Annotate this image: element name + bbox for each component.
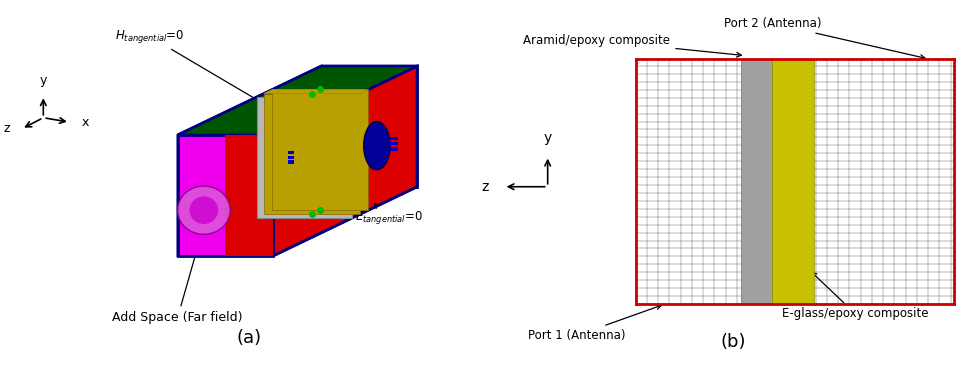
Polygon shape [256,97,352,218]
Bar [772,59,813,304]
Polygon shape [320,66,416,187]
Bar [287,151,294,154]
Polygon shape [273,90,368,210]
Bar [740,59,772,304]
Polygon shape [178,187,416,256]
Polygon shape [264,90,368,94]
Text: $E_{tangential}$=0: $E_{tangential}$=0 [355,203,422,226]
Text: y: y [543,131,551,145]
Text: (a): (a) [236,329,262,347]
Text: Add Space (Far field): Add Space (Far field) [112,240,242,324]
Polygon shape [225,135,274,256]
Polygon shape [178,66,416,135]
Text: z: z [481,180,488,194]
Bar [390,137,398,140]
Text: Aramid/epoxy composite: Aramid/epoxy composite [523,34,741,57]
Text: x: x [82,116,89,129]
Text: (b): (b) [720,333,745,350]
Bar [635,59,953,304]
Polygon shape [178,135,274,256]
Ellipse shape [363,121,390,170]
Text: $H_{tangential}$=0: $H_{tangential}$=0 [115,28,272,109]
Text: y: y [40,74,47,87]
Bar [390,142,398,145]
Ellipse shape [178,186,230,235]
Text: Port 1 (Antenna): Port 1 (Antenna) [528,305,660,342]
Polygon shape [264,94,360,214]
Polygon shape [264,90,368,94]
Bar [287,160,294,164]
Polygon shape [178,66,320,256]
Bar [390,147,398,151]
Bar [287,156,294,159]
Text: E-glass/epoxy composite: E-glass/epoxy composite [782,272,928,320]
Text: z: z [3,123,10,135]
Polygon shape [274,66,416,256]
Text: Port 2 (Antenna): Port 2 (Antenna) [723,17,924,59]
Ellipse shape [190,196,218,224]
